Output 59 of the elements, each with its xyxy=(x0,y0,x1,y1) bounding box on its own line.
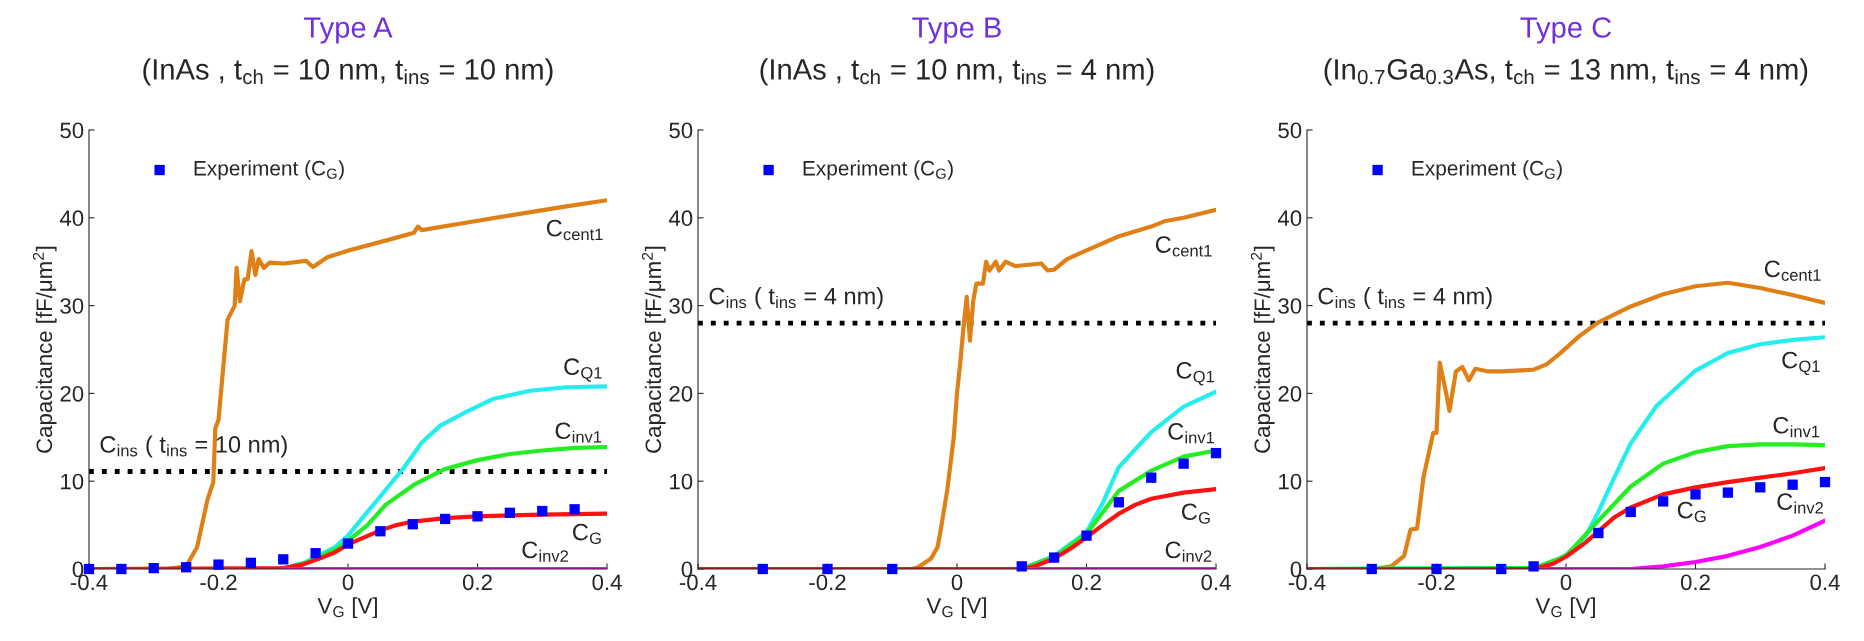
x-axis-title: V$_{G}$ [V] xyxy=(317,597,377,619)
text: (In$_{0.7}$Ga$_{0.3}$As, t$_{ch}$ = 13 nm, t$_{ins}$ = 4 nm) xyxy=(1324,58,1808,86)
y-axis-title: Capacitance [fF/μm$^{2}$] xyxy=(32,246,57,453)
x-tick-label: -0.2 xyxy=(1418,574,1455,591)
series-label: C$_{G}$ xyxy=(1677,501,1706,523)
x-tick-label: 0.4 xyxy=(592,574,622,591)
x-axis-title: V$_{G}$ [V] xyxy=(926,597,986,619)
y-tick-label: 30 xyxy=(669,298,693,314)
series-label: C$_{Q1}$ xyxy=(1782,351,1820,376)
y-tick-label: 20 xyxy=(669,385,693,402)
series-label: C$_{G}$ xyxy=(1182,503,1210,524)
y-tick-label: 50 xyxy=(60,122,84,139)
annotation: C$_{ins}$ ( t$_{ins}$ = 4 nm) xyxy=(1318,287,1492,310)
x-tick-label: -0.2 xyxy=(809,574,846,591)
series-label: C$_{inv1}$ xyxy=(555,422,602,443)
chart-title: Type A xyxy=(304,17,393,44)
series-label: C$_{G}$ xyxy=(573,523,601,545)
x-tick-label: 0.2 xyxy=(1680,574,1710,591)
y-tick-label: 30 xyxy=(1278,298,1302,314)
series-label: C$_{cent1}$ xyxy=(1764,260,1821,281)
y-tick-label: 50 xyxy=(669,122,693,139)
y-tick-label: 10 xyxy=(1279,473,1302,490)
y-axis-title: Capacitance [fF/μm$^{2}$] xyxy=(641,246,666,453)
y-tick-label: 30 xyxy=(60,298,84,314)
y-tick-label: 40 xyxy=(1277,210,1302,227)
x-tick-label: 0.4 xyxy=(1201,574,1231,591)
legend-label: Experiment (C$_{G}$) xyxy=(1412,160,1562,180)
chart-subtitle: (InAs , t$_{ch}$ = 10 nm, t$_{ins}$ = 10 nm) xyxy=(143,58,553,86)
legend-label: Experiment (C$_{G}$) xyxy=(194,160,344,180)
series-label: C$_{Q1}$ xyxy=(564,358,602,382)
y-tick-label: 20 xyxy=(60,385,84,402)
chart-title: Type C xyxy=(1520,17,1612,44)
series-label: C$_{inv1}$ xyxy=(1168,423,1214,444)
y-tick-label: 40 xyxy=(668,210,693,227)
x-tick-label: 0.2 xyxy=(462,574,492,591)
chart-subtitle: (InAs , t$_{ch}$ = 10 nm, t$_{ins}$ = 4 nm) xyxy=(760,58,1154,86)
x-axis-title: V$_{G}$ [V] xyxy=(1535,597,1595,619)
y-tick-label: 10 xyxy=(61,473,84,490)
series-label: C$_{Q1}$ xyxy=(1176,362,1214,386)
y-tick-label: 40 xyxy=(59,210,84,227)
x-tick-label: 0.4 xyxy=(1810,574,1840,591)
x-tick-label: 0.2 xyxy=(1071,574,1101,591)
legend-label: Experiment (C$_{G}$) xyxy=(803,160,953,180)
x-tick-label: 0 xyxy=(342,574,354,591)
y-tick-label: 20 xyxy=(1278,385,1302,402)
annotation: C$_{ins}$ ( t$_{ins}$ = 4 nm) xyxy=(709,287,883,310)
x-tick-label: 0 xyxy=(1560,574,1572,591)
y-tick-label: 10 xyxy=(670,473,693,490)
series-label: C$_{inv2}$ xyxy=(1777,493,1823,514)
chart-title: Type B xyxy=(912,17,1001,44)
series-label: C$_{cent1}$ xyxy=(546,219,603,241)
x-tick-label: -0.2 xyxy=(200,574,237,591)
series-label: C$_{inv2}$ xyxy=(1165,541,1212,562)
x-tick-label: 0 xyxy=(951,574,963,591)
series-label: C$_{cent1}$ xyxy=(1155,236,1212,257)
series-label: C$_{inv1}$ xyxy=(1773,416,1820,438)
series-label: C$_{inv2}$ xyxy=(522,541,568,562)
y-axis-title: Capacitance [fF/μm$^{2}$] xyxy=(1250,246,1275,453)
y-tick-label: 50 xyxy=(1278,122,1302,139)
